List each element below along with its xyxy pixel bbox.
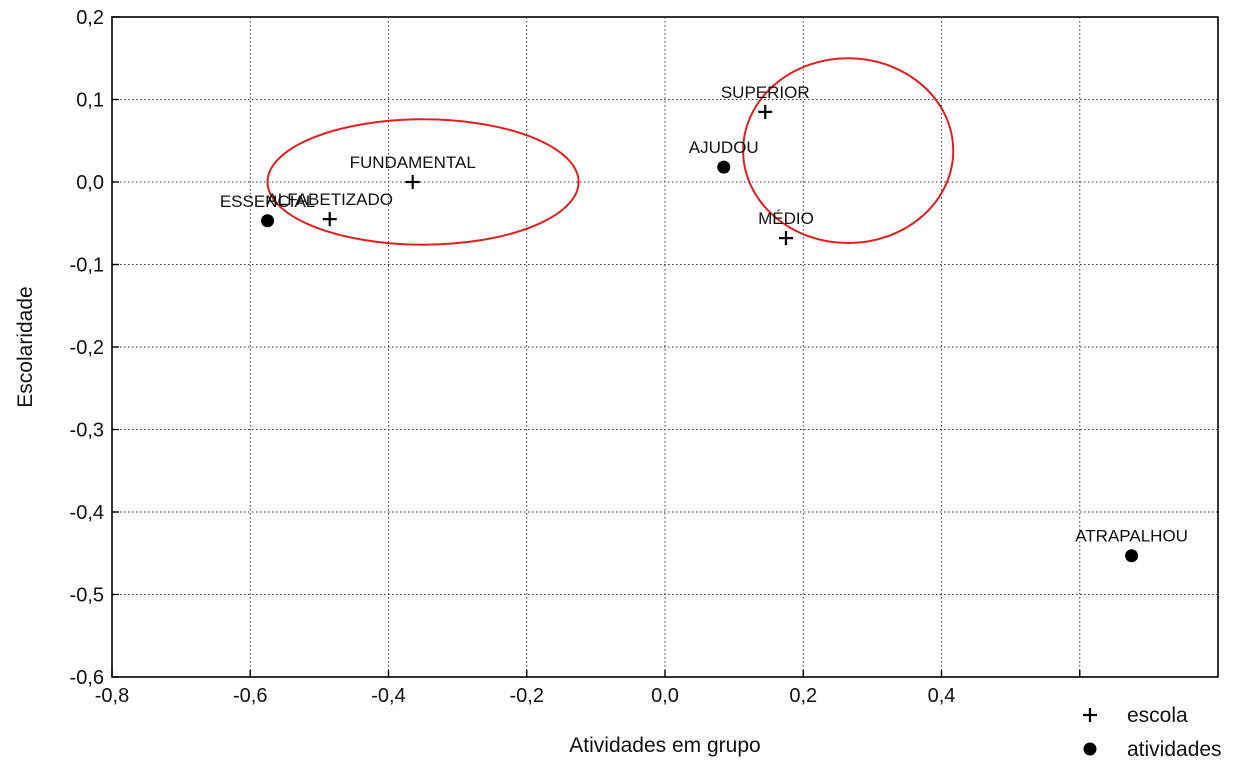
- x-tick-label: -0,8: [95, 685, 129, 707]
- point-atividades: [261, 214, 275, 228]
- x-axis-ticks: -0,8 -0,6 -0,4 -0,2 0,0 0,2 0,4: [95, 670, 1081, 707]
- y-tick-label: 0,2: [76, 7, 104, 29]
- point-escola: [405, 175, 420, 189]
- x-tick-label: 0,2: [789, 685, 817, 707]
- point-escola: [322, 212, 337, 227]
- x-tick-label: 0,4: [928, 685, 956, 707]
- y-tick-label: -0,4: [70, 502, 104, 524]
- point-escola: [778, 231, 793, 246]
- y-axis-ticks: 0,2 0,1 0,0 -0,1 -0,2 -0,3 -0,4 -0,5 -0,6: [70, 7, 119, 689]
- y-tick-label: 0,0: [76, 172, 104, 194]
- x-tick-label: 0,0: [651, 685, 679, 707]
- point-label: ATRAPALHOU: [1075, 527, 1188, 546]
- y-tick-label: -0,1: [70, 255, 104, 277]
- y-tick-label: 0,1: [76, 90, 104, 112]
- point-atividades: [717, 160, 731, 174]
- highlight-ellipse: [266, 118, 580, 246]
- x-tick-label: -0,4: [371, 685, 405, 707]
- point-label: AJUDOU: [689, 138, 759, 157]
- highlight-ellipses: [266, 57, 955, 246]
- legend-dot-marker: [1083, 742, 1097, 756]
- point-label: ALFABETIZADO: [266, 190, 393, 209]
- legend-label: atividades: [1127, 738, 1222, 761]
- x-tick-label: -0,6: [233, 685, 267, 707]
- data-points: SUPERIOR FUNDAMENTAL ALFABETIZADO MÉDIO AJUD…: [220, 83, 1188, 563]
- point-label: ESSENCIAL: [220, 192, 315, 211]
- grid-lines: [112, 17, 1218, 677]
- point-label: FUNDAMENTAL: [350, 153, 476, 172]
- y-tick-label: -0,6: [70, 667, 104, 689]
- x-tick-label: -0,2: [510, 685, 544, 707]
- legend-label: escola: [1127, 704, 1188, 727]
- point-atividades: [1125, 549, 1139, 563]
- y-axis-title: Escolaridade: [14, 286, 37, 407]
- y-tick-label: -0,3: [70, 420, 104, 442]
- y-tick-label: -0,2: [70, 337, 104, 359]
- point-label: MÉDIO: [758, 209, 814, 228]
- x-axis-title: Atividades em grupo: [569, 734, 760, 757]
- point-label: SUPERIOR: [721, 83, 810, 102]
- point-escola: [758, 104, 773, 119]
- y-tick-label: -0,5: [70, 585, 104, 607]
- legend: escola atividades: [1083, 704, 1222, 761]
- highlight-ellipse: [742, 57, 955, 245]
